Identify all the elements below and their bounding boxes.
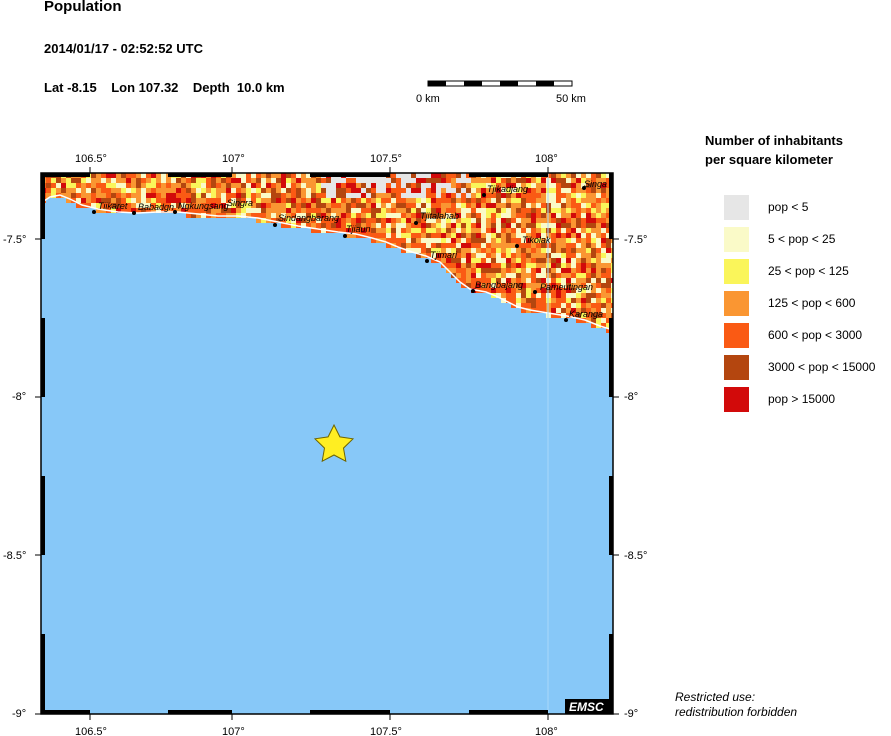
lat-tick-label-right: -8° — [624, 391, 638, 403]
town-dot — [173, 210, 177, 214]
scale-start-label: 0 km — [416, 93, 440, 105]
legend-swatch — [724, 323, 749, 348]
land-population-area — [41, 173, 613, 333]
latitude-value: Lat -8.15 — [44, 80, 97, 95]
star-icon — [313, 423, 355, 463]
town-dot — [425, 259, 429, 263]
lon-tick-label-top: 108° — [535, 153, 558, 165]
usage-notice: Restricted use: redistribution forbidden — [675, 690, 797, 720]
town-dot — [132, 211, 136, 215]
scale-bar — [427, 80, 573, 87]
event-coordinates: Lat -8.15 Lon 107.32 Depth 10.0 km — [44, 80, 285, 95]
town-dot — [471, 289, 475, 293]
legend-title-line1: Number of inhabitants — [705, 133, 843, 148]
legend-swatch — [724, 387, 749, 412]
town-label: Pameutingan — [540, 282, 593, 292]
legend-label: 125 < pop < 600 — [768, 296, 856, 310]
watermark-text: EMSC — [569, 700, 604, 714]
lon-tick-label-bottom: 106.5° — [75, 726, 107, 736]
legend-label: 25 < pop < 125 — [768, 264, 849, 278]
depth-value: Depth 10.0 km — [192, 80, 285, 95]
legend-item: 25 < pop < 125 — [724, 259, 891, 285]
lat-tick-label-left: -8° — [12, 391, 26, 403]
town-markers: Tiikaret Babadgn Ngkungsang Singra Sinda… — [92, 179, 607, 322]
town-dot — [564, 318, 568, 322]
town-label: Tjitalahab — [420, 211, 459, 221]
town-dot — [273, 223, 277, 227]
event-datetime: 2014/01/17 - 02:52:52 UTC — [44, 41, 203, 56]
town-dot — [414, 221, 418, 225]
legend-label: pop < 5 — [768, 200, 809, 214]
legend-label: pop > 15000 — [768, 392, 836, 406]
town-label: Singa — [584, 179, 607, 189]
lat-tick-label-left: -8.5° — [3, 550, 26, 562]
town-label: Tiikaret — [98, 201, 128, 211]
usage-notice-line1: Restricted use: — [675, 690, 756, 704]
scale-end-label: 50 km — [556, 93, 586, 105]
town-label: Karanga — [569, 309, 603, 319]
town-dot — [92, 210, 96, 214]
longitude-value: Lon 107.32 — [111, 80, 179, 95]
town-label: Sindangbarang — [278, 213, 339, 223]
legend-swatch — [724, 195, 749, 220]
lon-tick-label-top: 107.5° — [370, 153, 402, 165]
town-label: Babadgn — [138, 202, 174, 212]
legend-swatch — [724, 227, 749, 252]
legend-title: Number of inhabitants per square kilomet… — [705, 131, 843, 169]
page-title: Population — [44, 0, 122, 15]
legend-label: 3000 < pop < 15000 — [768, 360, 876, 374]
lat-tick-label-right: -7.5° — [624, 234, 647, 246]
lat-tick-label-left: -9° — [12, 708, 26, 720]
lon-tick-label-top: 107° — [222, 153, 245, 165]
town-label: Tjikadjang — [487, 184, 528, 194]
legend-item: pop > 15000 — [724, 387, 891, 413]
town-label: Tikolak — [522, 235, 551, 245]
town-dot — [482, 193, 486, 197]
legend-item: 3000 < pop < 15000 — [724, 355, 891, 381]
lat-tick-label-right: -8.5° — [624, 550, 647, 562]
usage-notice-line2: redistribution forbidden — [675, 705, 798, 719]
legend-item: pop < 5 — [724, 195, 891, 221]
lon-tick-label-bottom: 107° — [222, 726, 245, 736]
lat-tick-label-right: -9° — [624, 708, 638, 720]
legend-swatch — [724, 355, 749, 380]
map-frame — [35, 167, 619, 720]
legend-swatch — [724, 259, 749, 284]
town-label: Tjimari — [430, 250, 458, 260]
lon-tick-label-top: 106.5° — [75, 153, 107, 165]
legend-label: 5 < pop < 25 — [768, 232, 836, 246]
legend-title-line2: per square kilometer — [705, 152, 833, 167]
town-label: Ngkungsang — [178, 201, 229, 211]
town-label: Singra — [227, 198, 253, 208]
legend-item: 600 < pop < 3000 — [724, 323, 891, 349]
emsc-watermark: EMSC — [565, 699, 613, 714]
town-label: Tjiaun — [346, 224, 371, 234]
lon-tick-label-bottom: 108° — [535, 726, 558, 736]
town-dot — [343, 234, 347, 238]
town-dot — [582, 186, 586, 190]
town-dot — [515, 244, 519, 248]
lon-tick-label-bottom: 107.5° — [370, 726, 402, 736]
legend-item: 125 < pop < 600 — [724, 291, 891, 317]
town-label: Bangbajang — [475, 280, 523, 290]
town-dot — [533, 290, 537, 294]
legend-label: 600 < pop < 3000 — [768, 328, 863, 342]
legend-swatch — [724, 291, 749, 316]
lat-tick-label-left: -7.5° — [3, 234, 26, 246]
legend-item: 5 < pop < 25 — [724, 227, 891, 253]
